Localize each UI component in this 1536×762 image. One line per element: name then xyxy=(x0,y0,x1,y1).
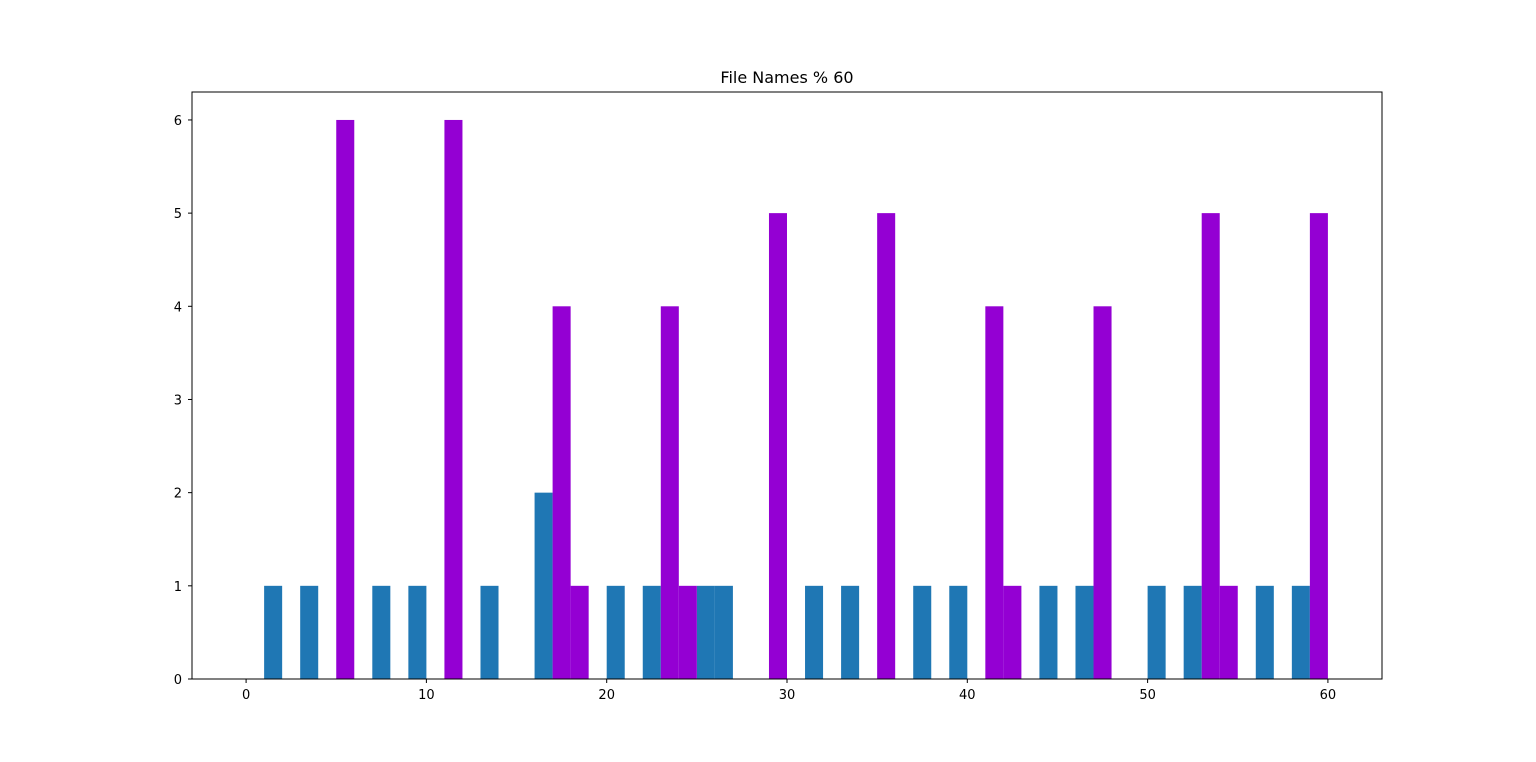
bar-series1-x58 xyxy=(1291,585,1310,679)
bar-series1-x33 xyxy=(841,585,860,679)
y-tick-label: 5 xyxy=(174,207,182,222)
chart-title: File Names % 60 xyxy=(720,68,853,87)
bar-series1-x26 xyxy=(714,585,733,679)
bar-series2-x53 xyxy=(1201,213,1220,679)
bar-series1-x46 xyxy=(1075,585,1094,679)
bar-series2-x35 xyxy=(877,213,896,679)
x-tick-label: 50 xyxy=(1139,688,1156,703)
bar-series2-x5 xyxy=(336,119,355,679)
bar-series1-x37 xyxy=(913,585,932,679)
plot-frame xyxy=(191,91,1383,680)
bar-series1-x31 xyxy=(805,585,824,679)
bar-series1-x20 xyxy=(606,585,625,679)
bar-series2-x41 xyxy=(985,306,1004,679)
y-tick-label: 6 xyxy=(174,114,182,129)
y-tick-label: 2 xyxy=(174,487,182,502)
x-tick-label: 0 xyxy=(242,688,250,703)
bar-series2-x11 xyxy=(444,119,463,679)
bar-series2-x47 xyxy=(1093,306,1112,679)
y-tick-label: 0 xyxy=(174,673,182,688)
bar-series1-x50 xyxy=(1147,585,1166,679)
bar-series2-x54 xyxy=(1219,585,1238,679)
y-tick-label: 1 xyxy=(174,580,182,595)
y-axis: 0 1 2 3 4 5 6 xyxy=(174,114,192,688)
x-axis: 0 10 20 30 40 50 60 xyxy=(242,679,1336,703)
bar-series1-x44 xyxy=(1039,585,1058,679)
x-tick-label: 20 xyxy=(598,688,615,703)
bar-series1-x1 xyxy=(264,585,283,679)
x-tick-label: 30 xyxy=(779,688,796,703)
bar-series2-x17 xyxy=(552,306,571,679)
bar-series1-x25 xyxy=(696,585,715,679)
x-tick-label: 10 xyxy=(418,688,435,703)
bar-series2-x42 xyxy=(1003,585,1022,679)
y-tick-label: 4 xyxy=(174,300,182,315)
bar-series1-x9 xyxy=(408,585,427,679)
bar-series1-x52 xyxy=(1183,585,1202,679)
bar-series1-x13 xyxy=(480,585,499,679)
x-tick-label: 60 xyxy=(1320,688,1337,703)
bar-series1-x16 xyxy=(534,492,553,679)
bar-series2-x24 xyxy=(678,585,697,679)
bar-series2-x18 xyxy=(570,585,589,679)
bar-series1-x56 xyxy=(1255,585,1274,679)
bar-series2-x59 xyxy=(1309,213,1328,679)
bar-series1-x22 xyxy=(642,585,661,679)
x-tick-label: 40 xyxy=(959,688,976,703)
bar-series2-x29 xyxy=(768,213,787,679)
bar-series1-x3 xyxy=(300,585,319,679)
bars-layer xyxy=(264,119,1328,679)
bar-series1-x7 xyxy=(372,585,391,679)
bar-series1-x39 xyxy=(949,585,968,679)
bar-series2-x23 xyxy=(660,306,679,679)
y-tick-label: 3 xyxy=(174,393,182,408)
